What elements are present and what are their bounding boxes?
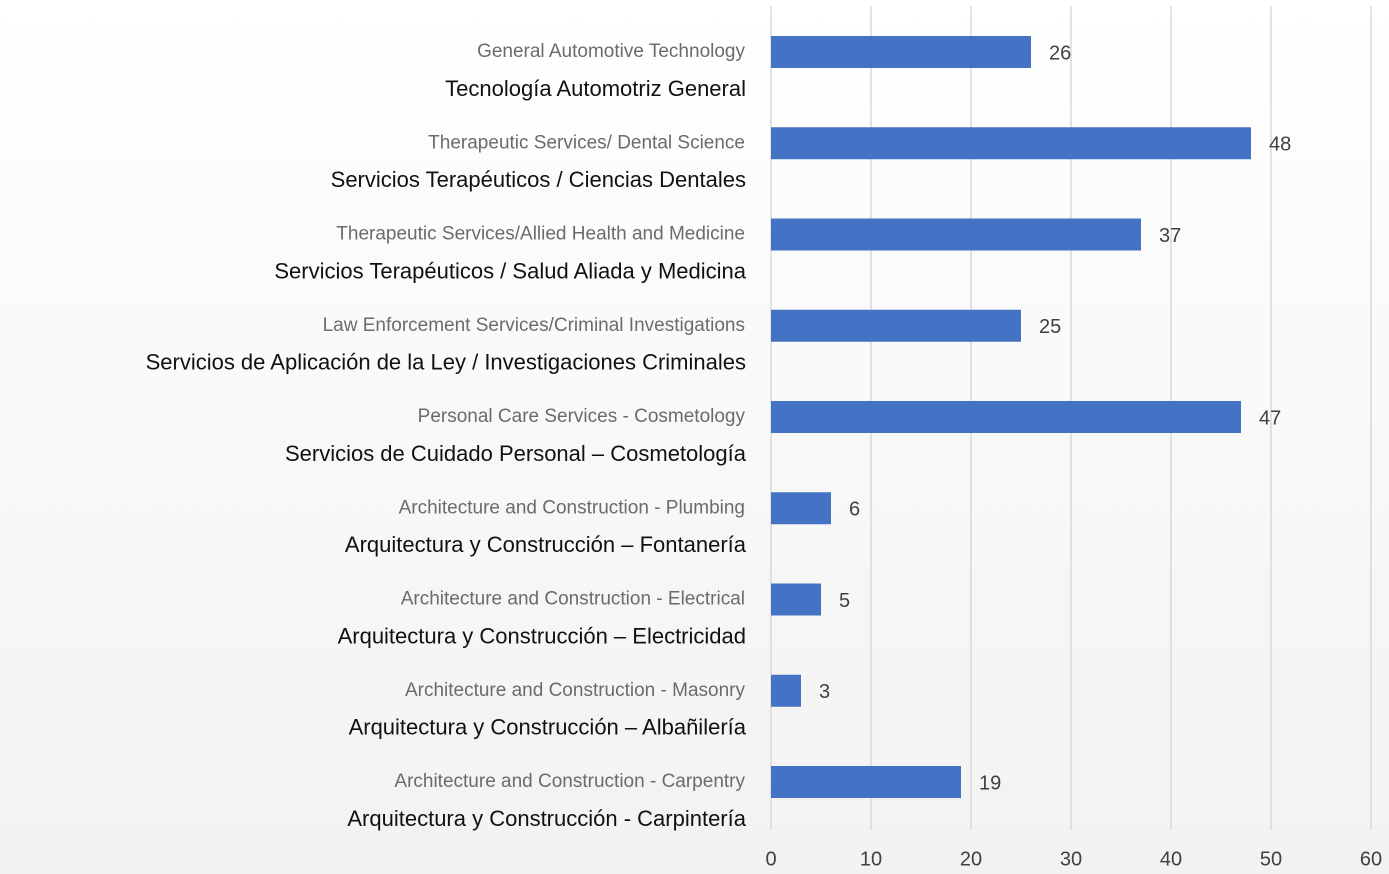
bar bbox=[771, 583, 821, 616]
category-label: Therapeutic Services/Allied Health and M… bbox=[336, 224, 745, 245]
x-tick-label: 50 bbox=[1260, 848, 1282, 870]
data-label: 48 bbox=[1269, 134, 1291, 156]
category-label: Therapeutic Services/ Dental Science bbox=[428, 132, 745, 153]
category-label: Architecture and Construction - Electric… bbox=[401, 589, 745, 610]
category-label: General Automotive Technology bbox=[477, 41, 745, 62]
category-label-spanish: Arquitectura y Construcción – Albañilerí… bbox=[349, 715, 747, 740]
x-tick-label: 20 bbox=[960, 848, 982, 870]
bar bbox=[771, 766, 961, 798]
data-label: 37 bbox=[1159, 225, 1181, 247]
data-label: 5 bbox=[839, 590, 850, 612]
category-label-spanish: Servicios de Aplicación de la Ley / Inve… bbox=[146, 350, 746, 375]
category-label: Architecture and Construction - Carpentr… bbox=[394, 771, 745, 792]
data-label: 26 bbox=[1049, 42, 1071, 64]
bar bbox=[771, 674, 801, 707]
data-label: 47 bbox=[1259, 407, 1281, 429]
x-tick-label: 60 bbox=[1360, 848, 1382, 870]
bar bbox=[771, 492, 831, 525]
x-tick-label: 30 bbox=[1060, 848, 1082, 870]
x-tick-label: 40 bbox=[1160, 848, 1182, 870]
category-label: Personal Care Services - Cosmetology bbox=[418, 406, 746, 427]
category-label-spanish: Arquitectura y Construcción - Carpinterí… bbox=[347, 806, 746, 831]
bar bbox=[771, 127, 1251, 160]
bar bbox=[771, 36, 1031, 68]
bar bbox=[771, 218, 1141, 251]
category-label: Law Enforcement Services/Criminal Invest… bbox=[323, 315, 745, 336]
data-label: 6 bbox=[849, 499, 860, 521]
category-label: Architecture and Construction - Masonry bbox=[405, 680, 746, 701]
category-label-spanish: Arquitectura y Construcción – Electricid… bbox=[338, 623, 746, 648]
bar bbox=[771, 401, 1241, 433]
category-label-spanish: Tecnología Automotriz General bbox=[445, 76, 746, 101]
data-label: 25 bbox=[1039, 316, 1061, 338]
data-label: 3 bbox=[819, 681, 830, 703]
category-label: Architecture and Construction - Plumbing bbox=[399, 497, 745, 518]
x-tick-label: 0 bbox=[765, 848, 776, 870]
category-label-spanish: Servicios de Cuidado Personal – Cosmetol… bbox=[285, 441, 747, 466]
bar bbox=[771, 309, 1021, 342]
category-label-spanish: Servicios Terapéuticos / Salud Aliada y … bbox=[274, 258, 746, 283]
category-label-spanish: Servicios Terapéuticos / Ciencias Dental… bbox=[331, 167, 746, 192]
data-label: 19 bbox=[979, 772, 1001, 794]
x-tick-label: 10 bbox=[860, 848, 882, 870]
category-label-spanish: Arquitectura y Construcción – Fontanería bbox=[345, 532, 747, 557]
